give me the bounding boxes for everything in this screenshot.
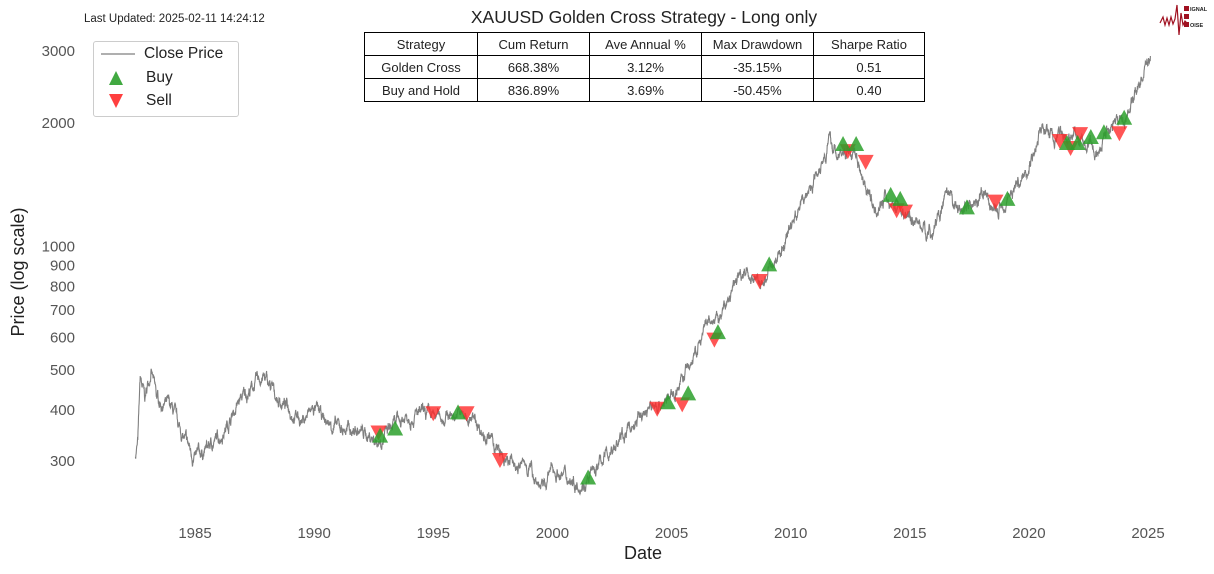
x-tick-label: 1995 [417,525,450,542]
buy-marker [958,199,975,215]
sell-marker [1072,127,1089,143]
sell-marker [649,401,666,417]
cell: -50.45% [701,78,814,102]
header-cell: Max Drawdown [701,32,814,56]
y-tick-label: 600 [50,330,75,347]
cell: 3.69% [589,78,702,102]
y-tick-label: 3000 [42,43,75,60]
y-tick-label: 700 [50,302,75,319]
buy-marker [1095,124,1112,140]
buy-marker [680,385,697,401]
last-updated: Last Updated: 2025-02-11 14:24:12 [84,13,265,25]
legend-item-buy: Buy [94,67,173,89]
sell-marker [751,273,768,289]
buy-marker [450,404,467,420]
buy-marker [1069,134,1086,150]
y-tick-label: 400 [50,402,75,419]
close-price-line [134,55,1151,496]
line-swatch-icon [101,53,135,55]
cell: 3.12% [589,55,702,79]
svg-text:OISE: OISE [1190,23,1203,29]
signal2noise-logo: IGNAL OISE [1158,3,1212,37]
buy-marker [999,190,1016,206]
y-tick-label: 1000 [42,239,75,256]
x-tick-label: 2005 [655,525,688,542]
sell-marker [896,204,913,220]
header-cell: Strategy [364,32,478,56]
buy-marker [892,190,909,206]
y-tick-label: 300 [50,453,75,470]
y-tick-label: 500 [50,362,75,379]
header-cell: Sharpe Ratio [813,32,925,56]
cell: 836.89% [477,78,590,102]
table-row: Buy and Hold 836.89% 3.69% -50.45% 0.40 [364,78,925,102]
legend-label: Sell [146,92,172,109]
x-tick-label: 2020 [1012,525,1045,542]
close-price-series [134,55,1151,496]
buy-marker [1058,134,1075,150]
x-axis-label: Date [624,543,662,563]
x-tick-label: 1985 [178,525,211,542]
x-tick-label: 1990 [297,525,330,542]
sell-marker [1111,126,1128,142]
buy-marker [1116,109,1133,125]
buy-triangle-icon [109,71,123,85]
cell: 668.38% [477,55,590,79]
legend-item-sell: Sell [94,90,172,112]
x-tick-label: 2025 [1131,525,1164,542]
buy-marker [372,427,389,443]
legend-item-close: Close Price [94,43,223,65]
legend: Close Price Buy Sell [93,41,239,117]
table-row: Golden Cross 668.38% 3.12% -35.15% 0.51 [364,55,925,79]
signal-markers [370,109,1133,485]
sell-marker [1051,133,1068,149]
cell: -35.15% [701,55,814,79]
sell-marker [458,406,475,422]
x-tick-label: 2000 [536,525,569,542]
x-tick-label: 2010 [774,525,807,542]
svg-text:IGNAL: IGNAL [1190,7,1208,13]
cell: 0.51 [813,55,925,79]
y-axis-label: Price (log scale) [8,207,28,336]
performance-table: Strategy Cum Return Ave Annual % Max Dra… [364,32,925,102]
x-tick-label: 2015 [893,525,926,542]
chart-title: XAUUSD Golden Cross Strategy - Long only [470,7,818,27]
buy-marker [659,394,676,410]
buy-marker [848,135,865,151]
cell: 0.40 [813,78,925,102]
header-cell: Ave Annual % [589,32,702,56]
y-tick-label: 900 [50,257,75,274]
buy-marker [580,469,597,485]
buy-marker [882,186,899,202]
header-cell: Cum Return [477,32,590,56]
sell-marker [491,453,508,468]
sell-marker [674,397,691,413]
y-tick-label: 800 [50,278,75,295]
sell-marker [425,406,442,422]
buy-marker [835,135,852,151]
table-header-row: Strategy Cum Return Ave Annual % Max Dra… [364,32,925,56]
sell-marker [987,194,1004,210]
cell: Buy and Hold [364,78,478,102]
buy-marker [387,420,404,436]
sell-triangle-icon [109,94,123,108]
buy-marker [1082,129,1099,145]
buy-marker [709,324,726,340]
legend-label: Close Price [144,45,224,62]
x-axis: 1985 1990 1995 2000 2005 2010 2015 2020 2025 [178,525,1164,542]
cell: Golden Cross [364,55,478,79]
sell-marker [857,154,874,170]
legend-label: Buy [146,69,173,86]
buy-marker [761,256,778,272]
y-tick-label: 2000 [42,115,75,132]
